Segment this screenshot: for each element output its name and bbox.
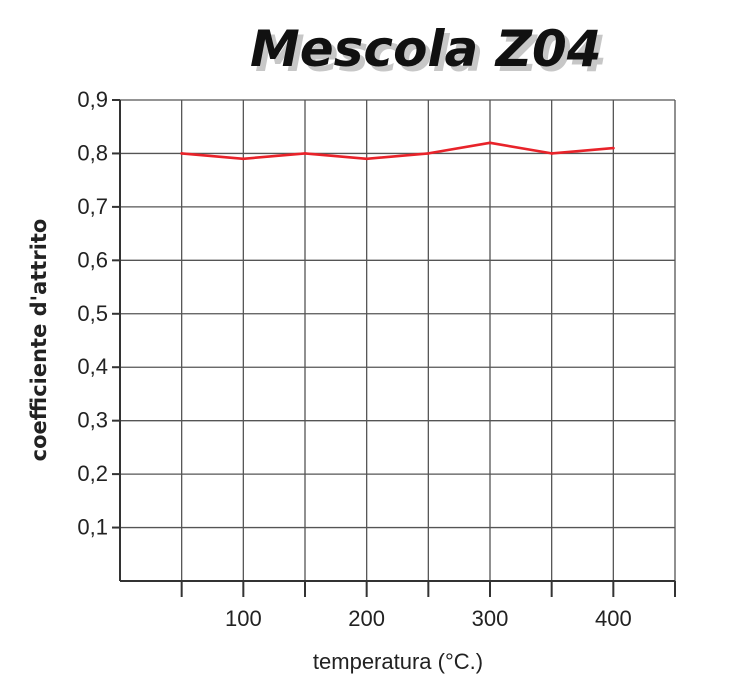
data-point [180,152,184,155]
data-point [550,152,554,155]
data-point [303,152,307,155]
data-point [611,146,615,150]
series [180,141,615,161]
y-tick-label: 0,9 [77,87,108,112]
series-line [181,141,614,161]
y-axis-label: coefficiente d'attrito [27,219,51,462]
y-tick-label: 0,3 [77,408,108,433]
chart-title-shadow: Mescola Z04 [255,25,607,83]
axes [112,99,676,597]
y-tick-label: 0,5 [77,301,108,326]
data-point [365,157,369,161]
x-tick-label: 300 [472,606,509,631]
x-tick-label: 400 [595,606,632,631]
y-tick-label: 0,8 [77,140,108,165]
data-point [488,141,492,145]
y-tick-label: 0,6 [77,247,108,272]
x-axis-label: temperatura (°C.) [313,649,483,674]
grid [120,99,676,581]
data-point [241,157,245,161]
tick-labels: 0,1 0,2 0,3 0,4 0,5 0,6 0,7 0,8 0,9 100 200 300 400 [77,87,631,631]
data-point [426,152,430,155]
x-tick-label: 100 [225,606,262,631]
y-tick-label: 0,7 [77,194,108,219]
chart-title: Mescola Z04 [250,20,602,78]
y-tick-label: 0,2 [77,461,108,486]
y-tick-label: 0,1 [77,515,108,540]
x-tick-label: 200 [348,606,385,631]
y-tick-label: 0,4 [77,354,108,379]
